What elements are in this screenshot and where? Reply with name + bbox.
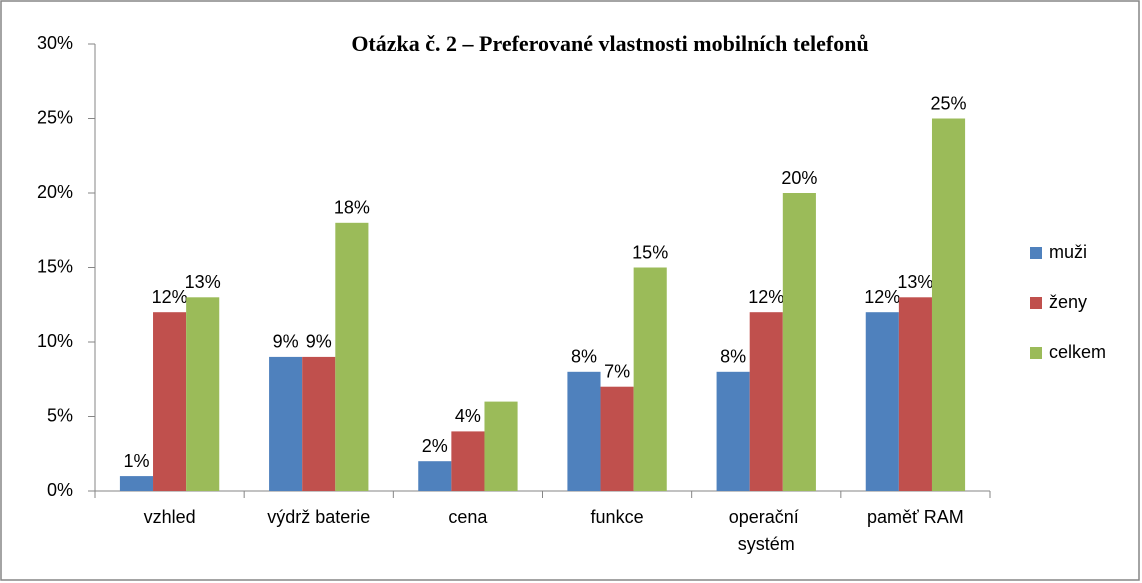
legend-label: celkem	[1049, 342, 1106, 362]
bar	[153, 312, 187, 491]
x-tick-label: paměť RAM	[867, 507, 964, 527]
data-label: 12%	[152, 287, 188, 307]
y-tick-label: 15%	[37, 256, 73, 276]
data-label: 18%	[334, 198, 370, 218]
bar	[451, 431, 485, 491]
x-tick-label: funkce	[591, 507, 644, 527]
y-tick-label: 0%	[47, 480, 73, 500]
bar	[186, 297, 220, 491]
x-tick-label: vzhled	[144, 507, 196, 527]
bar	[865, 312, 899, 491]
data-label: 20%	[781, 168, 817, 188]
legend-label: muži	[1049, 242, 1087, 262]
data-label: 9%	[306, 332, 332, 352]
bar	[302, 356, 336, 491]
bar	[782, 193, 816, 491]
y-tick-label: 10%	[37, 331, 73, 351]
bar	[633, 267, 667, 491]
bar	[931, 118, 966, 491]
legend-swatch	[1030, 297, 1042, 309]
bar	[567, 371, 601, 491]
data-label: 13%	[185, 272, 221, 292]
bar	[898, 297, 932, 491]
legend-label: ženy	[1049, 292, 1087, 312]
bar	[716, 371, 750, 491]
y-tick-label: 30%	[37, 33, 73, 53]
data-label: 15%	[632, 242, 668, 262]
y-tick-label: 25%	[37, 107, 73, 127]
bar	[269, 356, 303, 491]
legend-swatch	[1030, 347, 1042, 359]
bar	[418, 461, 452, 491]
data-label: 12%	[748, 287, 784, 307]
data-label: 25%	[931, 93, 967, 113]
data-label: 1%	[123, 451, 149, 471]
data-label: 8%	[720, 347, 746, 367]
bar	[749, 312, 783, 491]
bar	[335, 222, 369, 492]
data-label: 12%	[864, 287, 900, 307]
x-tick-label: operační systém	[729, 507, 804, 554]
x-tick-label: výdrž baterie	[267, 507, 370, 527]
data-label: 7%	[604, 361, 630, 381]
bar	[600, 386, 634, 491]
legend-swatch	[1030, 247, 1042, 259]
data-label: 8%	[571, 347, 597, 367]
y-tick-label: 5%	[47, 405, 73, 425]
data-label: 4%	[455, 406, 481, 426]
data-label: 2%	[422, 436, 448, 456]
chart-title: Otázka č. 2 – Preferované vlastnosti mob…	[351, 31, 868, 56]
bar	[119, 476, 154, 491]
y-tick-label: 20%	[37, 182, 73, 202]
data-label: 13%	[897, 272, 933, 292]
x-tick-label: cena	[448, 507, 488, 527]
bar	[484, 401, 518, 491]
data-label: 9%	[273, 332, 299, 352]
